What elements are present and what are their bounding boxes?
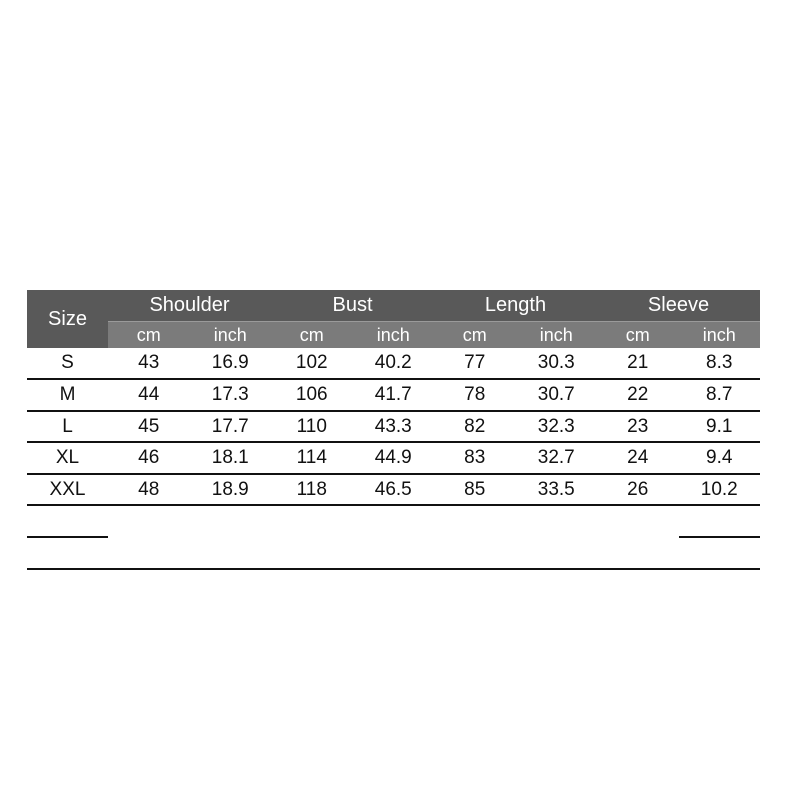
unit-header: cm — [108, 321, 190, 348]
group-header: Length — [434, 290, 597, 321]
measurement: 21 — [597, 348, 679, 380]
measurement: 77 — [434, 348, 516, 380]
unit-header: cm — [597, 321, 679, 348]
measurement: 24 — [597, 443, 679, 475]
unit-header: cm — [434, 321, 516, 348]
measurement: 18.1 — [189, 443, 271, 475]
measurement: 18.9 — [189, 475, 271, 506]
measurement: 41.7 — [352, 380, 434, 412]
measurement: 82 — [434, 412, 516, 443]
unit-header: inch — [515, 321, 597, 348]
measurement: 43.3 — [352, 412, 434, 443]
measurement: 106 — [271, 380, 353, 412]
measurement: 102 — [271, 348, 353, 380]
measurement: 118 — [271, 475, 353, 506]
measurement: 85 — [434, 475, 516, 506]
measurement: 46.5 — [352, 475, 434, 506]
measurement: 23 — [597, 412, 679, 443]
size-label: M — [27, 380, 108, 412]
measurement: 78 — [434, 380, 516, 412]
group-header: Sleeve — [597, 290, 760, 321]
size-label: L — [27, 412, 108, 443]
measurement: 32.7 — [515, 443, 597, 475]
measurement: 43 — [108, 348, 190, 380]
measurement: 9.4 — [678, 443, 760, 475]
measurement: 8.7 — [678, 380, 760, 412]
measurement: 30.3 — [515, 348, 597, 380]
unit-header: inch — [678, 321, 760, 348]
measurement: 44 — [108, 380, 190, 412]
unit-header: inch — [352, 321, 434, 348]
group-header: Shoulder — [108, 290, 271, 321]
measurement: 26 — [597, 475, 679, 506]
unit-header: inch — [189, 321, 271, 348]
measurement: 22 — [597, 380, 679, 412]
measurement: 17.3 — [189, 380, 271, 412]
rule — [27, 536, 108, 538]
size-label: XL — [27, 443, 108, 475]
measurement: 114 — [271, 443, 353, 475]
measurement: 10.2 — [678, 475, 760, 506]
measurement: 16.9 — [189, 348, 271, 380]
measurement: 110 — [271, 412, 353, 443]
measurement: 46 — [108, 443, 190, 475]
rule — [27, 568, 760, 570]
measurement: 30.7 — [515, 380, 597, 412]
measurement: 44.9 — [352, 443, 434, 475]
unit-header: cm — [271, 321, 353, 348]
rule — [679, 536, 760, 538]
measurement: 9.1 — [678, 412, 760, 443]
group-header: Bust — [271, 290, 434, 321]
size-label: XXL — [27, 475, 108, 506]
measurement: 17.7 — [189, 412, 271, 443]
measurement: 32.3 — [515, 412, 597, 443]
size-header: Size — [27, 290, 108, 348]
measurement: 40.2 — [352, 348, 434, 380]
measurement: 8.3 — [678, 348, 760, 380]
measurement: 83 — [434, 443, 516, 475]
measurement: 33.5 — [515, 475, 597, 506]
measurement: 45 — [108, 412, 190, 443]
measurement: 48 — [108, 475, 190, 506]
size-label: S — [27, 348, 108, 380]
